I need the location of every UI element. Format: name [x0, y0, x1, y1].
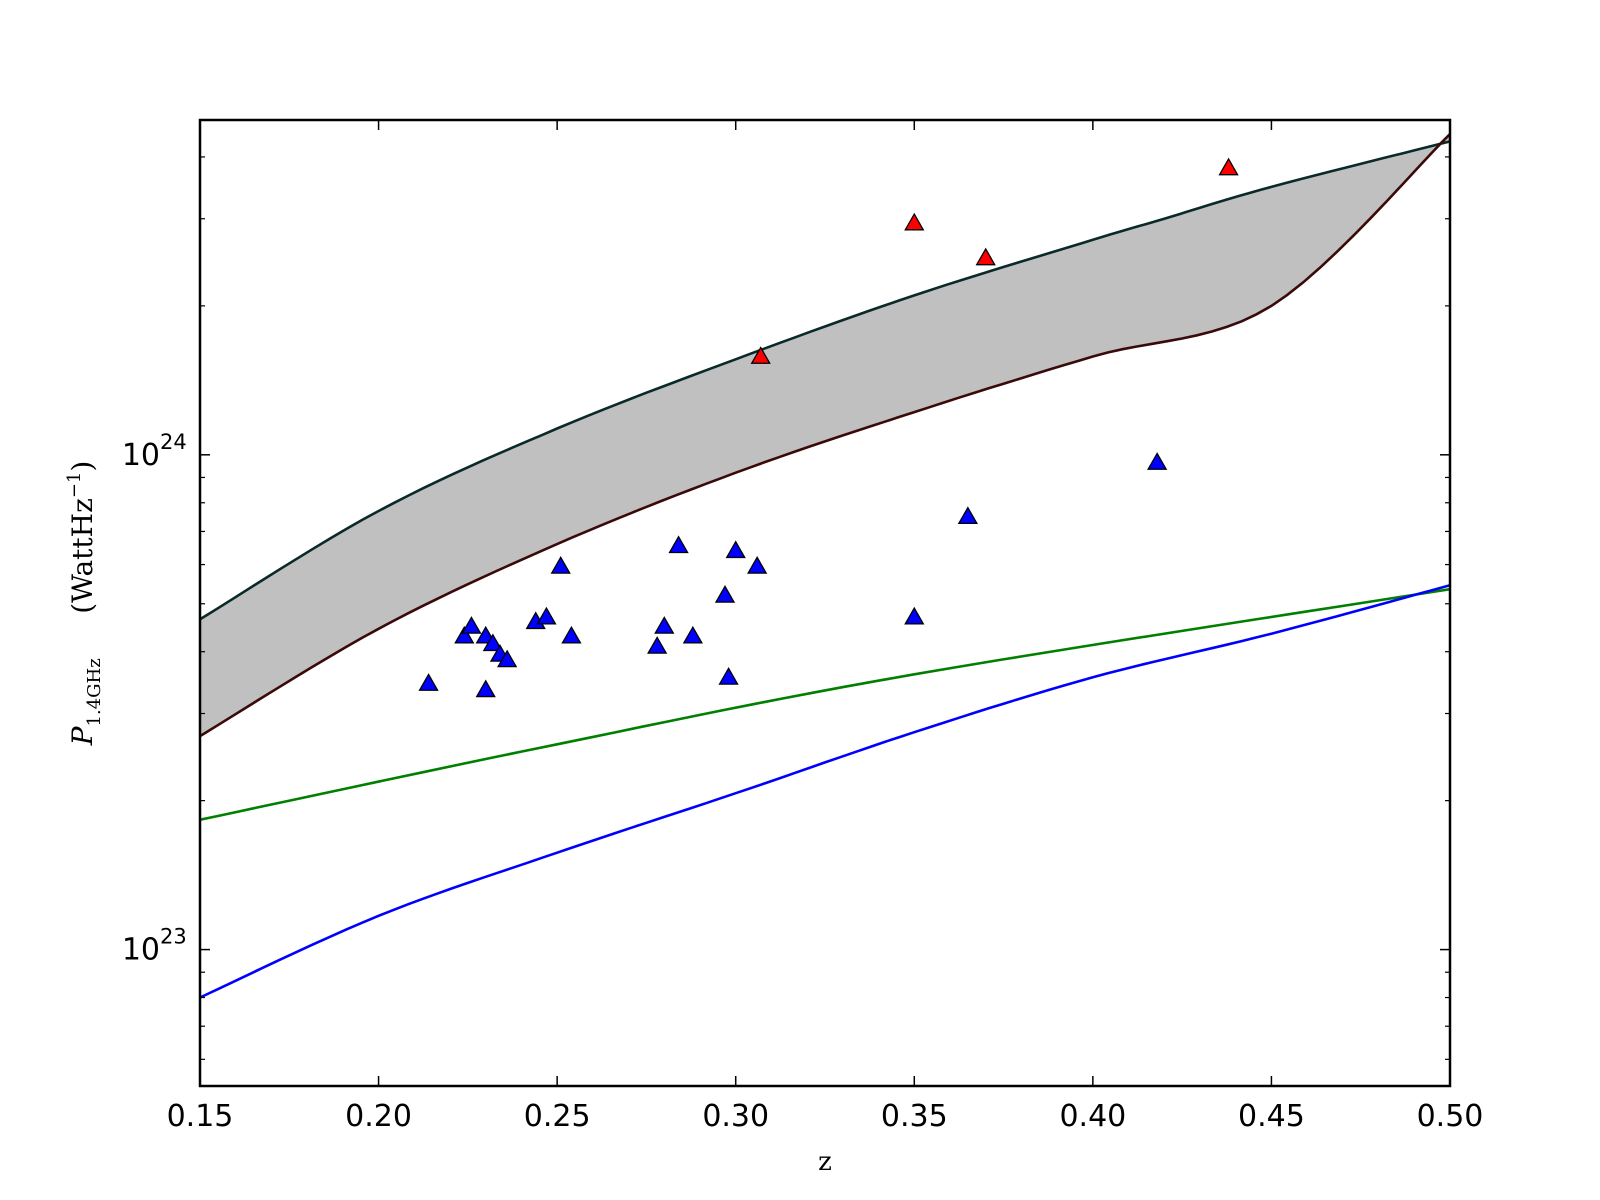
x-tick-label: 0.15	[167, 1099, 234, 1134]
x-tick-label: 0.40	[1059, 1099, 1126, 1134]
curve-2	[200, 583, 1450, 999]
svg-text:P1.4GHz (WattHz−1): P1.4GHz (WattHz−1)	[64, 461, 105, 747]
x-tick-label: 0.30	[702, 1099, 769, 1134]
data-point-s2-22	[957, 506, 978, 525]
y-axis-label: P1.4GHz (WattHz−1)	[64, 461, 105, 747]
data-point-s1-3	[975, 247, 996, 266]
data-points-layer	[418, 157, 1239, 698]
shaded-band	[200, 134, 1450, 737]
y-tick-label: 10	[122, 438, 160, 473]
y-axis-subscript: 1.4GHz	[84, 658, 105, 726]
curve-1	[200, 587, 1450, 821]
x-axis-label: z	[818, 1147, 832, 1177]
data-point-s2-14	[654, 616, 675, 634]
band-upper-edge	[200, 140, 1450, 621]
x-tick-label: 0.45	[1238, 1099, 1305, 1134]
data-point-s2-8	[497, 649, 518, 668]
axis-ticks	[199, 120, 1451, 1086]
data-point-s1-4	[1218, 157, 1239, 176]
y-axis-unit-open: (WattHz	[66, 498, 99, 614]
x-tick-label: 0.25	[524, 1099, 591, 1134]
data-point-s1-2	[904, 212, 925, 231]
band-lower-edge	[200, 133, 1450, 738]
shaded-band-layer	[200, 133, 1450, 738]
data-point-s2-5	[475, 679, 496, 698]
data-point-s2-16	[682, 625, 703, 644]
data-point-s2-15	[668, 535, 689, 554]
y-tick-label: 10	[122, 933, 160, 968]
y-axis-unit-close: )	[66, 461, 99, 472]
x-tick-label: 0.20	[345, 1099, 412, 1134]
data-point-s2-6	[482, 633, 503, 652]
data-point-s2-23	[1147, 452, 1168, 470]
data-point-s2-13	[647, 636, 668, 654]
data-point-s1-1	[750, 346, 771, 364]
data-point-s2-10	[536, 606, 557, 625]
data-point-s2-3	[461, 616, 482, 634]
y-tick-exponent: 23	[160, 925, 187, 949]
data-point-s2-11	[550, 556, 571, 574]
data-point-s2-2	[454, 625, 475, 644]
data-point-s2-18	[718, 667, 739, 685]
data-point-s2-20	[747, 556, 768, 574]
x-tick-label: 0.50	[1417, 1099, 1484, 1134]
data-point-s2-21	[904, 606, 925, 625]
plot-frame	[198, 118, 1452, 1088]
data-point-s2-1	[418, 673, 439, 691]
y-axis-unit-exp: −1	[64, 472, 85, 499]
data-point-s2-19	[725, 540, 746, 559]
data-point-s2-12	[561, 625, 582, 644]
curves-layer	[200, 583, 1450, 999]
data-point-s2-17	[714, 585, 736, 603]
x-tick-label: 0.35	[881, 1099, 948, 1134]
y-tick-exponent: 24	[160, 430, 187, 454]
y-axis-symbol: P	[66, 725, 99, 746]
